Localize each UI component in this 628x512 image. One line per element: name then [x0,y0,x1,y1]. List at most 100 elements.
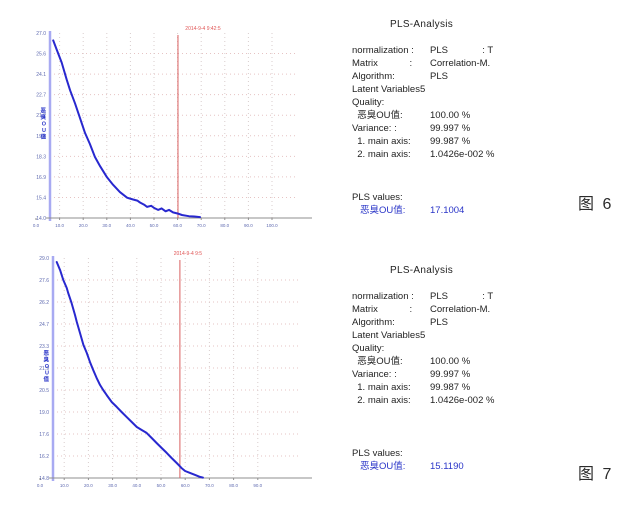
analysis-rows: normalization : PLS : T Matrix : Correlatio… [352,44,622,161]
x-tick-label: 60.0 [173,223,182,228]
analysis-row: 1. main axis: 99.987 % [352,381,622,394]
analysis-row: normalization : PLS : T [352,44,622,57]
timestamp-annotation: 2014-9-4 9:5 [174,251,203,257]
y-tick-label: 27.0 [36,31,46,37]
row-value: 1.0426e-002 % [430,395,495,406]
y-tick-label: 20.5 [39,388,49,394]
y-tick-label: 24.7 [39,322,49,328]
row-value: PLS [430,317,448,328]
y-tick-label: 24.1 [36,72,46,78]
row-value: 99.987 % [430,136,471,147]
analysis-row: Latent Variables5 [352,83,622,96]
row-label: Algorithm: [352,317,395,328]
x-tick-label: 0.0 [37,483,44,488]
pls-value-number: 15.1190 [430,461,464,472]
row-label: Latent Variables5 [352,330,426,341]
pls-decay-curve-1: 27.0 25.6 24.1 22.7 21.2 19.8 18.3 16.9 15.4 14.0… [33,26,312,228]
y-tick-label: 15.4 [36,195,46,201]
y-tick-label: 22.7 [36,93,46,99]
pls-values-label: PLS values: [352,192,403,203]
analysis-row: 恶臭OU值: 100.00 % [352,109,622,122]
y-axis-title-char: 臭 [43,356,49,364]
pls-values-block: PLS values: 恶臭OU值: 15.1190 [352,447,622,473]
x-tick-label: 30.0 [102,223,111,228]
y-tick-label: 21.9 [39,366,49,372]
row-label: 2. main axis: [352,149,411,160]
x-tick-label: 90.0 [244,223,253,228]
y-axis-title-char: O [42,122,47,128]
x-tick-label: 30.0 [108,483,117,488]
figure-6-caption: 图 6 [578,196,614,213]
pls-analysis-panel-2: PLS-Analysis normalization : PLS : T Matri… [352,264,622,473]
pls-decay-curve-2: 29.0 27.6 26.2 24.7 23.3 21.9 20.5 19.0 17.6 16.2… [37,251,312,488]
x-tick-label: 50.0 [157,483,166,488]
y-tick-label: 17.6 [39,432,49,438]
y-tick-label: 18.3 [36,154,46,160]
x-tick-label: 40.0 [126,223,135,228]
x-tick-label: 20.0 [84,483,93,488]
analysis-row: Algorithm: PLS [352,70,622,83]
row-value: 99.997 % [430,369,471,380]
row-label: 恶臭OU值: [352,356,403,367]
pls-value-label: 恶臭OU值: [360,205,406,216]
pls-analysis-panel-1: PLS-Analysis normalization : PLS : T Matri… [352,18,622,217]
row-value: 100.00 % [430,110,471,121]
panel-title: PLS-Analysis [390,19,454,30]
timestamp-annotation: 2014-9-4 9:42:5 [185,26,221,32]
panel-title: PLS-Analysis [390,265,454,276]
x-tick-label: 80.0 [229,483,238,488]
analysis-row: Variance: : 99.997 % [352,368,622,381]
x-tick-label: 60.0 [181,483,190,488]
analysis-row: 1. main axis: 99.987 % [352,135,622,148]
y-tick-label: 25.6 [36,52,46,58]
y-tick-label: 29.0 [39,256,49,262]
sensor-response-curve [52,39,201,219]
row-value: 1.0426e-002 % [430,149,495,160]
analysis-row: 恶臭OU值: 100.00 % [352,355,622,368]
y-tick-label: 14.0 [36,216,46,222]
x-tick-label: 100.0 [266,223,278,228]
x-tick-label: 90.0 [253,483,262,488]
row-label: Latent Variables5 [352,84,426,95]
x-tick-label: 70.0 [197,223,206,228]
row-value: PLS : T [430,291,494,302]
y-tick-label: 21.2 [36,113,46,119]
row-label: 1. main axis: [352,382,411,393]
x-tick-label: 20.0 [79,223,88,228]
y-tick-label: 14.8 [39,476,49,482]
row-value: 100.00 % [430,356,471,367]
pls-value-number: 17.1004 [430,205,465,216]
row-label: 恶臭OU值: [352,110,403,121]
row-label: normalization : [352,45,414,56]
row-value: Correlation-M. [430,58,491,69]
x-tick-label: 70.0 [205,483,214,488]
analysis-row: Matrix : Correlation-M. [352,57,622,70]
pls-values-block: PLS values: 恶臭OU值: 17.1004 [352,191,622,217]
analysis-row: 2. main axis: 1.0426e-002 % [352,394,622,407]
analysis-row: Quality: [352,96,622,109]
x-tick-label: 10.0 [60,483,69,488]
y-axis-title-char: 值 [43,375,49,383]
analysis-row: Quality: [352,342,622,355]
row-label: Quality: [352,343,385,354]
analysis-row: Algorithm: PLS [352,316,622,329]
row-label: Variance: : [352,123,397,134]
y-tick-label: 19.0 [39,410,49,416]
pls-value-row: 恶臭OU值: 15.1190 [352,460,622,473]
row-label: Quality: [352,97,385,108]
row-label: 2. main axis: [352,395,411,406]
y-axis-title-char: 值 [40,132,46,140]
y-tick-label: 26.2 [39,300,49,306]
row-value: PLS : T [430,45,494,56]
analysis-row: Matrix : Correlation-M. [352,303,622,316]
row-value: Correlation-M. [430,304,491,315]
pls-decay-chart-1: 27.0 25.6 24.1 22.7 21.2 19.8 18.3 16.9 15.4 14.0… [22,6,314,251]
figure-7-caption: 图 7 [578,466,614,483]
analysis-row: Latent Variables5 [352,329,622,342]
row-label: Matrix : [352,304,413,315]
y-axis-title-char: U [45,370,49,376]
y-tick-label: 16.9 [36,175,46,181]
row-label: 1. main axis: [352,136,411,147]
y-axis-title-char: O [45,364,50,370]
